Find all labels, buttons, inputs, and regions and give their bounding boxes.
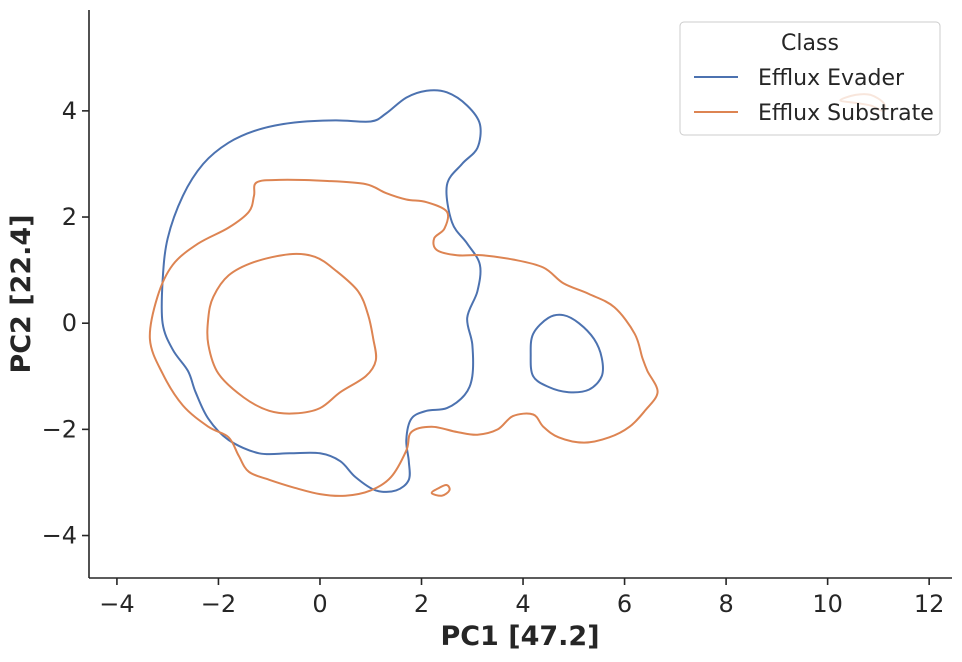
x-tick-label: 6	[617, 590, 632, 618]
axes	[88, 10, 952, 579]
y-tick-label: 4	[62, 97, 77, 125]
legend: Class Efflux Evader Efflux Substrate	[679, 21, 941, 136]
x-axis-label: PC1 [47.2]	[440, 621, 599, 652]
x-tick-label: 12	[914, 590, 945, 618]
contour-efflux-substrate-2	[148, 178, 659, 497]
contour-layer	[148, 89, 887, 497]
legend-label-efflux-substrate: Efflux Substrate	[758, 101, 934, 126]
x-tick-label: −4	[99, 590, 134, 618]
x-tick-label: 4	[515, 590, 530, 618]
y-tick-label: 2	[62, 203, 77, 231]
x-tick-label: 0	[312, 590, 327, 618]
y-axis-label: PC2 [22.4]	[6, 214, 37, 373]
y-tick-label: 0	[62, 309, 77, 337]
x-tick-label: 8	[718, 590, 733, 618]
y-tick-label: −4	[42, 522, 77, 550]
contour-efflux-substrate-3	[430, 484, 451, 497]
contour-efflux-substrate-1	[206, 252, 378, 415]
contour-efflux-evader-1	[160, 89, 482, 493]
legend-frame	[679, 21, 941, 136]
legend-title: Class	[781, 31, 839, 56]
x-ticks: −4 −2 0 2 4 6 8 10 12	[99, 578, 944, 618]
x-tick-label: 10	[812, 590, 843, 618]
contour-efflux-evader-2	[529, 313, 604, 394]
legend-label-efflux-evader: Efflux Evader	[758, 66, 905, 91]
y-tick-label: −2	[42, 415, 77, 443]
y-ticks: −4 −2 0 2 4	[42, 97, 89, 550]
x-tick-label: −2	[201, 590, 236, 618]
x-tick-label: 2	[414, 590, 429, 618]
